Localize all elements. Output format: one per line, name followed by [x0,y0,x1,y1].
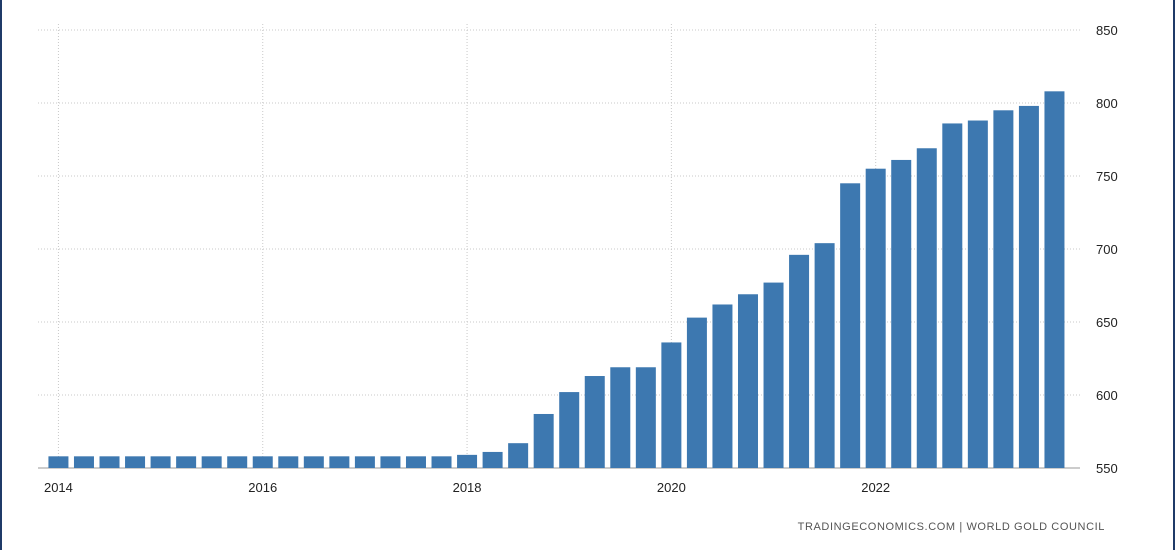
bar [967,120,988,469]
x-tick-label: 2016 [248,480,277,495]
bar [559,392,580,468]
bar [584,376,605,468]
y-tick-label: 750 [1096,169,1118,184]
bar [533,413,554,468]
y-tick-label: 650 [1096,315,1118,330]
y-tick-label: 700 [1096,242,1118,257]
x-tick-label: 2022 [861,480,890,495]
bar [380,456,401,468]
bar [303,456,324,468]
bars [48,91,1065,469]
bar [508,443,529,468]
bar [891,159,912,468]
bar [48,456,69,468]
bar [712,304,733,468]
bar [789,254,810,468]
y-axis-ticks: 550 600 650 700 750 800 850 [1096,23,1118,476]
y-tick-label: 800 [1096,96,1118,111]
bar [150,456,171,468]
bar [125,456,146,468]
bar [737,294,758,468]
bar [354,456,375,468]
bar [942,123,963,468]
bar [840,183,861,469]
bar [865,168,886,468]
source-credit: TRADINGECONOMICS.COM | WORLD GOLD COUNCI… [797,521,1105,533]
bar [73,456,94,468]
bar [227,456,248,468]
bar [457,454,478,468]
bar [993,110,1014,469]
y-tick-label: 850 [1096,23,1118,38]
bar [635,367,656,468]
bar [176,456,197,468]
bar [329,456,350,468]
bar [661,342,682,468]
bar [99,456,120,468]
bar [482,451,503,468]
bar [1018,105,1039,469]
bar [278,456,299,468]
x-tick-label: 2020 [657,480,686,495]
bar [431,456,452,468]
bar [1044,91,1065,468]
bar [201,456,222,468]
bar [814,243,835,468]
y-tick-label: 600 [1096,388,1118,403]
bar [763,282,784,468]
bar [916,148,937,468]
x-tick-label: 2014 [44,480,73,495]
x-tick-label: 2018 [453,480,482,495]
bar [610,367,631,468]
bar [252,456,273,468]
x-axis-ticks: 2014 2016 2018 2020 2022 [44,480,890,495]
bar [686,317,707,468]
y-tick-label: 550 [1096,461,1118,476]
bar [405,456,426,468]
